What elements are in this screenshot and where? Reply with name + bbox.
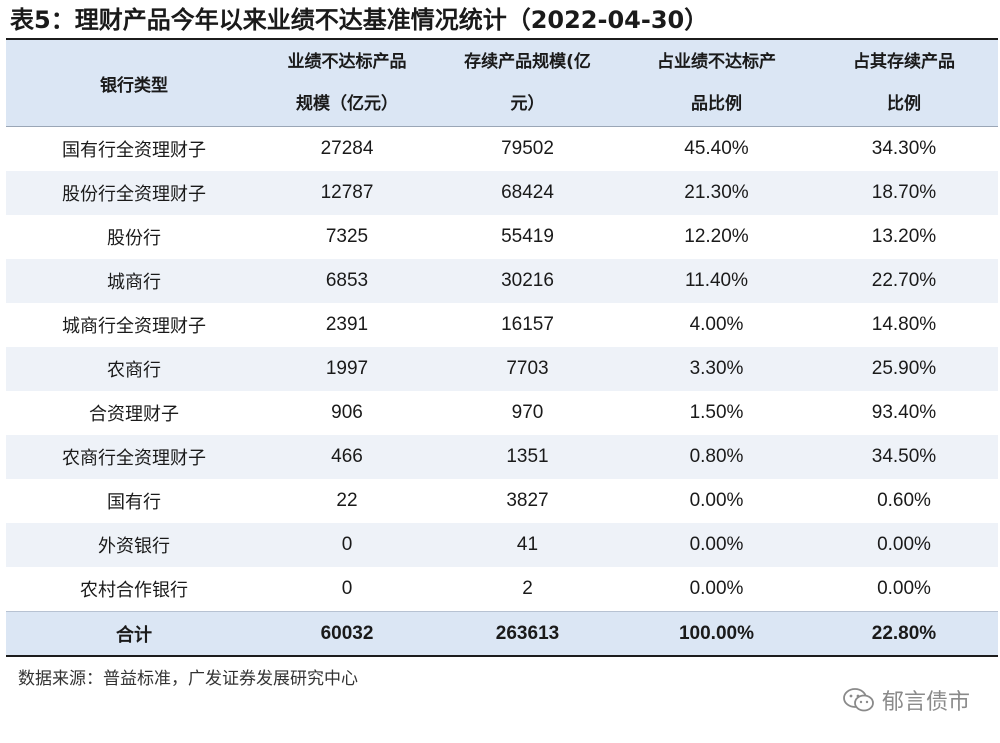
cell-bank-type: 城商行 [6, 259, 262, 303]
cell-share-of-underperform: 11.40% [623, 259, 810, 303]
cell-underperform-scale: 906 [331, 402, 363, 423]
cell-outstanding-scale: 16157 [501, 314, 554, 335]
header-label-line1: 占业绩不达标产 [657, 52, 776, 72]
cell-total-label: 合计 [6, 611, 262, 656]
cell-share-of-underperform: 12.20% [684, 226, 749, 247]
cell-underperform-scale: 7325 [325, 226, 369, 247]
cell-underperform-scale: 22 [336, 490, 358, 511]
header-row: 银行类型 业绩不达标产品 规模（亿元） 存续产品规模(亿 元） 占业绩不达标产 品比例… [6, 40, 998, 127]
cell-share-of-outstanding: 14.80% [871, 314, 937, 335]
table-row: 城商行全资理财子 2391 16157 4.00% 14.80% [6, 303, 998, 347]
cell-share-of-outstanding: 22.70% [810, 259, 998, 303]
header-label-line1: 存续产品规模(亿 [464, 52, 591, 72]
cell-total-underperform-scale: 60032 [262, 611, 432, 656]
cell-bank-type: 股份行全资理财子 [6, 171, 262, 215]
cell-outstanding-scale: 3827 [506, 490, 549, 511]
cell-underperform-scale: 0 [341, 578, 353, 599]
watermark: 郁言债市 [842, 684, 970, 716]
cell-share-of-underperform: 3.30% [623, 347, 810, 391]
cell-share-of-underperform: 0.00% [689, 578, 744, 599]
cell-total-outstanding-scale: 263613 [432, 611, 623, 656]
cell-outstanding-scale: 41 [432, 523, 623, 567]
cell-share-of-underperform: 0.00% [623, 523, 810, 567]
cell-outstanding-scale: 55419 [501, 226, 554, 247]
header-bank-type: 银行类型 [6, 40, 262, 127]
title-divider [6, 38, 998, 40]
cell-share-of-outstanding: 18.70% [810, 171, 998, 215]
cell-bank-type: 农商行 [6, 347, 262, 391]
cell-share-of-underperform: 0.00% [689, 490, 744, 511]
header-underperform-scale: 业绩不达标产品 规模（亿元） [262, 40, 432, 127]
cell-bank-type: 国有行 [107, 492, 161, 513]
performance-table: 银行类型 业绩不达标产品 规模（亿元） 存续产品规模(亿 元） 占业绩不达标产 品比例… [6, 40, 998, 656]
cell-share-of-outstanding: 25.90% [810, 347, 998, 391]
source-note: 数据来源：普益标准，广发证券发展研究中心 [18, 669, 358, 689]
header-label-line2: 比例 [887, 94, 921, 114]
table-row: 外资银行 0 41 0.00% 0.00% [6, 523, 998, 567]
cell-outstanding-scale: 1351 [432, 435, 623, 479]
table-title: 表5：理财产品今年以来业绩不达基准情况统计（2022-04-30） [10, 6, 709, 34]
table-row: 农商行 1997 7703 3.30% 25.90% [6, 347, 998, 391]
cell-share-of-outstanding: 0.60% [877, 490, 931, 511]
table-row: 农村合作银行 0 2 0.00% 0.00% [6, 567, 998, 612]
cell-bank-type: 外资银行 [6, 523, 262, 567]
cell-outstanding-scale: 68424 [432, 171, 623, 215]
cell-bank-type: 股份行 [107, 228, 161, 249]
header-label-line2: 元） [510, 94, 545, 114]
header-outstanding-scale: 存续产品规模(亿 元） [432, 40, 623, 127]
header-label-line1: 占其存续产品 [853, 52, 955, 72]
cell-bank-type: 城商行全资理财子 [62, 316, 206, 337]
cell-outstanding-scale: 2 [522, 578, 533, 599]
cell-underperform-scale: 0 [262, 523, 432, 567]
cell-bank-type: 合资理财子 [89, 404, 179, 425]
cell-bank-type: 国有行全资理财子 [62, 140, 206, 161]
cell-bank-type: 农村合作银行 [80, 580, 188, 601]
cell-outstanding-scale: 79502 [501, 138, 554, 159]
cell-outstanding-scale: 30216 [432, 259, 623, 303]
table-row: 合资理财子 906 970 1.50% 93.40% [6, 391, 998, 435]
cell-share-of-underperform: 45.40% [684, 138, 749, 159]
header-label-line2: 规模（亿元） [296, 94, 398, 114]
cell-share-of-underperform: 1.50% [689, 402, 744, 423]
cell-underperform-scale: 12787 [262, 171, 432, 215]
cell-underperform-scale: 27284 [320, 138, 374, 159]
table-row: 国有行 22 3827 0.00% 0.60% [6, 479, 998, 523]
cell-share-of-underperform: 0.80% [623, 435, 810, 479]
cell-underperform-scale: 6853 [262, 259, 432, 303]
cell-underperform-scale: 466 [262, 435, 432, 479]
header-label-line2: 品比例 [691, 94, 742, 114]
cell-underperform-scale: 2391 [325, 314, 369, 335]
cell-share-of-outstanding: 0.00% [810, 523, 998, 567]
cell-outstanding-scale: 970 [511, 402, 544, 423]
table-row: 股份行 7325 55419 12.20% 13.20% [6, 215, 998, 259]
header-label: 银行类型 [100, 75, 168, 96]
cell-bank-type: 农商行全资理财子 [6, 435, 262, 479]
cell-share-of-underperform: 4.00% [689, 314, 744, 335]
wechat-icon [843, 688, 874, 712]
header-label-line1: 业绩不达标产品 [287, 52, 407, 72]
cell-share-of-underperform: 21.30% [623, 171, 810, 215]
cell-total-share-of-underperform: 100.00% [623, 611, 810, 656]
cell-share-of-outstanding: 34.30% [871, 138, 937, 159]
cell-share-of-outstanding: 93.40% [871, 402, 937, 423]
cell-total-share-of-outstanding: 22.80% [810, 611, 998, 656]
table-row: 农商行全资理财子 466 1351 0.80% 34.50% [6, 435, 998, 479]
watermark-text: 郁言债市 [881, 690, 970, 715]
table-row: 股份行全资理财子 12787 68424 21.30% 18.70% [6, 171, 998, 215]
header-share-of-outstanding: 占其存续产品 比例 [810, 40, 998, 127]
table-row: 城商行 6853 30216 11.40% 22.70% [6, 259, 998, 303]
cell-outstanding-scale: 7703 [432, 347, 623, 391]
table-row: 国有行全资理财子 27284 79502 45.40% 34.30% [6, 127, 998, 172]
cell-share-of-outstanding: 0.00% [877, 578, 931, 599]
cell-underperform-scale: 1997 [262, 347, 432, 391]
cell-share-of-outstanding: 13.20% [871, 226, 937, 247]
header-share-of-underperform: 占业绩不达标产 品比例 [623, 40, 810, 127]
total-row: 合计 60032 263613 100.00% 22.80% [6, 611, 998, 656]
table-bottom-divider [6, 655, 998, 657]
cell-share-of-outstanding: 34.50% [810, 435, 998, 479]
